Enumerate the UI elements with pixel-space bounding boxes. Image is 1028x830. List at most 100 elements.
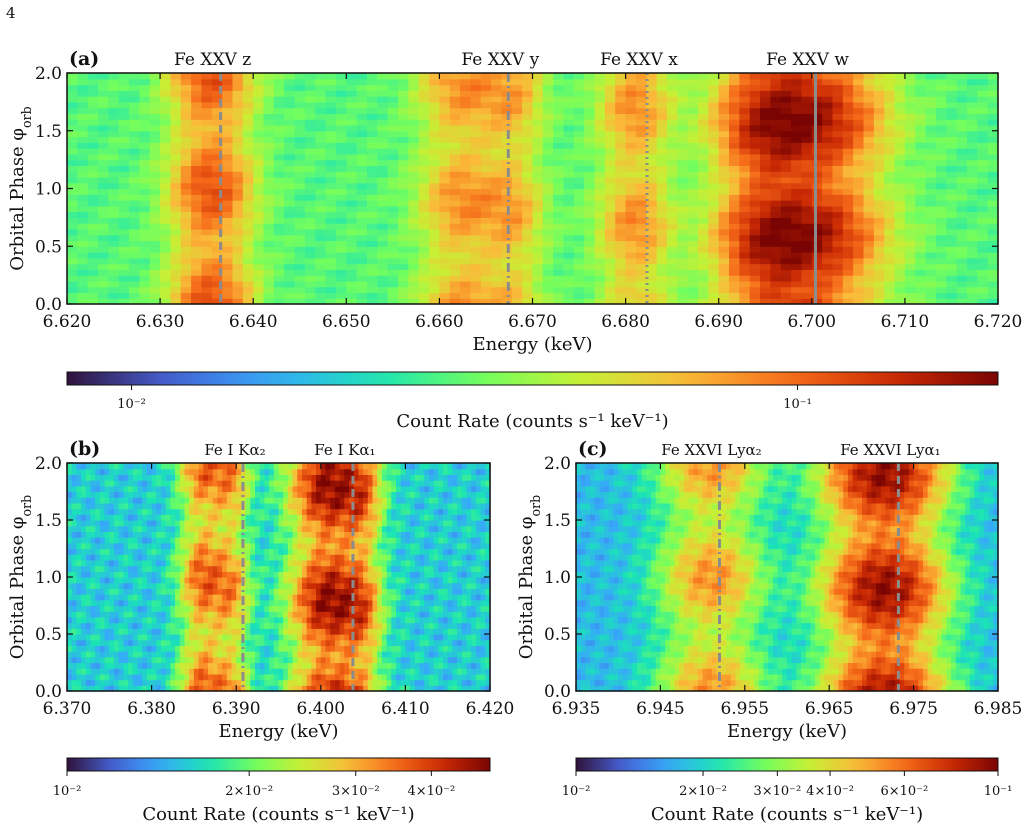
heatmap-cell	[273, 136, 285, 143]
heatmap-cell	[356, 263, 368, 270]
line-label-4: Fe XXV w	[766, 50, 849, 70]
heatmap-cell	[118, 200, 130, 207]
heatmap-cell	[408, 159, 420, 167]
heatmap-cell	[708, 188, 720, 195]
heatmap-cell	[894, 263, 906, 270]
heatmap-cell	[739, 228, 751, 236]
heatmap-cell	[935, 280, 947, 288]
heatmap-cell	[501, 142, 513, 149]
heatmap-cell	[615, 269, 627, 276]
heatmap-cell	[635, 234, 647, 242]
heatmap-cell	[377, 119, 389, 126]
heatmap-cell	[67, 223, 78, 230]
heatmap-cell	[132, 485, 139, 493]
heatmap-cell	[625, 228, 637, 236]
heatmap-cell	[398, 292, 409, 299]
heatmap-cell	[180, 228, 192, 236]
heatmap-cell	[203, 588, 209, 595]
heatmap-cell	[180, 148, 192, 155]
heatmap-cell	[87, 252, 99, 259]
heatmap-cell	[677, 182, 689, 190]
heatmap-cell	[904, 96, 916, 103]
heatmap-cell	[193, 485, 200, 493]
heatmap-cell	[925, 269, 937, 276]
heatmap-cell	[542, 211, 554, 218]
heatmap-cell	[718, 107, 730, 115]
heatmap-cell	[491, 159, 503, 167]
heatmap-cell	[708, 84, 720, 91]
heatmap-cell	[87, 182, 99, 190]
heatmap-cell	[71, 582, 77, 589]
heatmap-cell	[263, 96, 275, 103]
heatmap-cell	[625, 263, 637, 270]
heatmap-cell	[76, 508, 82, 515]
heatmap-cell	[842, 182, 854, 190]
heatmap-cell	[822, 240, 834, 247]
heatmap-cell	[198, 634, 204, 641]
heatmap-cell	[977, 159, 989, 167]
heatmap-cell	[139, 165, 151, 172]
heatmap-cell	[718, 153, 730, 161]
heatmap-cell	[429, 153, 440, 161]
heatmap-cell	[377, 73, 389, 80]
heatmap-cell	[151, 679, 157, 686]
heatmap-cell	[904, 124, 916, 132]
heatmap-cell	[698, 165, 709, 172]
heatmap-cell	[87, 153, 99, 161]
heatmap-cell	[904, 269, 916, 276]
heatmap-cell	[522, 148, 534, 155]
heatmap-cell	[114, 514, 120, 521]
heatmap-cell	[139, 240, 151, 247]
heatmap-cell	[625, 101, 637, 109]
heatmap-cell	[212, 559, 218, 567]
heatmap-cell	[284, 252, 296, 259]
heatmap-cell	[935, 148, 947, 155]
heatmap-cell	[142, 480, 148, 487]
heatmap-cell	[161, 668, 167, 675]
heatmap-cell	[687, 269, 699, 276]
heatmap-cell	[439, 73, 451, 80]
heatmap-cell	[161, 571, 167, 578]
heatmap-cell	[987, 130, 999, 138]
heatmap-cell	[149, 298, 161, 305]
heatmap-cell	[76, 531, 82, 538]
heatmap-cell	[532, 223, 544, 230]
heatmap-cell	[67, 90, 78, 97]
heatmap-cell	[470, 84, 482, 91]
x-tick-label: 6.670	[508, 312, 557, 332]
heatmap-cell	[491, 171, 503, 178]
heatmap-cell	[76, 463, 82, 470]
heatmap-cell	[811, 286, 823, 294]
heatmap-cell	[149, 188, 161, 195]
heatmap-cell	[822, 148, 834, 155]
heatmap-cell	[315, 165, 327, 172]
heatmap-cell	[532, 275, 544, 282]
heatmap-cell	[242, 165, 254, 172]
heatmap-cell	[635, 269, 647, 276]
heatmap-cell	[284, 148, 296, 155]
heatmap-cell	[76, 502, 82, 510]
heatmap-cell	[470, 205, 482, 213]
heatmap-cell	[217, 537, 223, 544]
heatmap-cell	[87, 257, 99, 265]
heatmap-cell	[189, 639, 195, 646]
heatmap-cell	[615, 257, 627, 265]
heatmap-cell	[439, 78, 451, 86]
heatmap-cell	[822, 223, 834, 230]
heatmap-cell	[822, 257, 834, 265]
heatmap-cell	[615, 234, 627, 242]
heatmap-cell	[418, 73, 430, 80]
heatmap-cell	[646, 194, 658, 201]
heatmap-cell	[263, 165, 275, 172]
heatmap-cell	[304, 148, 316, 155]
heatmap-cell	[108, 280, 120, 288]
heatmap-cell	[208, 679, 214, 686]
heatmap-cell	[253, 292, 265, 299]
heatmap-cell	[85, 588, 92, 595]
heatmap-cell	[203, 571, 209, 578]
heatmap-cell	[377, 194, 389, 201]
heatmap-cell	[222, 263, 234, 270]
heatmap-cell	[915, 78, 927, 86]
heatmap-cell	[708, 142, 720, 149]
heatmap-cell	[263, 234, 275, 242]
